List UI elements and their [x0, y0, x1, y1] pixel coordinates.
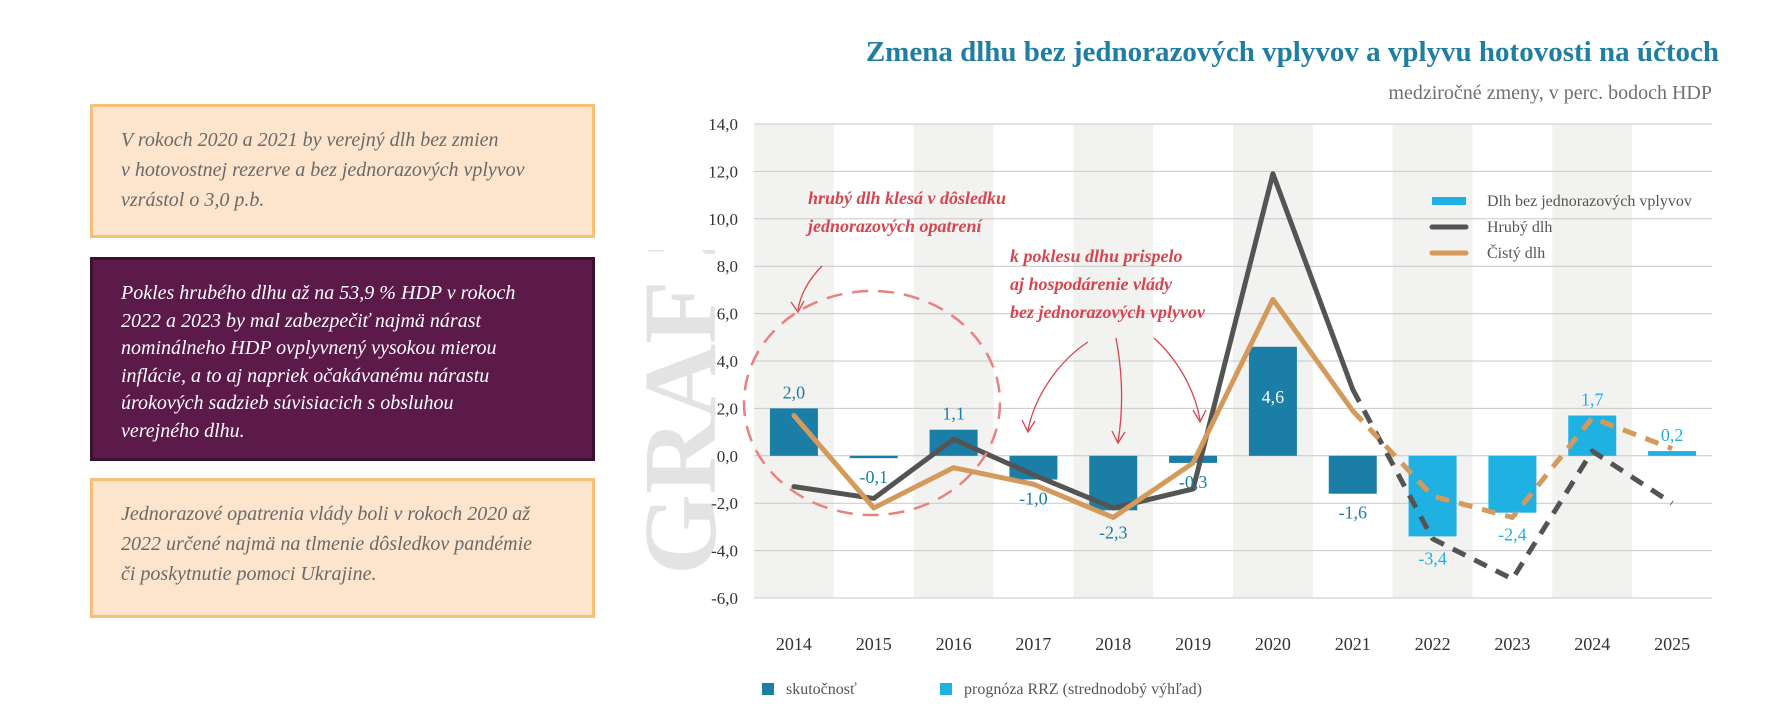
x-tick-label: 2016 — [936, 634, 972, 654]
annotation-text: aj hospodárenie vlády — [1010, 274, 1173, 294]
bar — [1009, 455, 1058, 480]
data-label: -0,1 — [860, 467, 889, 487]
annotation-text: jednorazových opatrení — [805, 216, 983, 236]
box-line: nominálneho HDP ovplyvnený vysokou miero… — [121, 337, 497, 359]
box-line: inflácie, a to aj napriek očakávanému ná… — [121, 364, 490, 387]
bar — [1488, 455, 1537, 513]
info-box-government-measures: Jednorazové opatrenia vlády boli v rokoc… — [90, 478, 595, 618]
x-tick-label: 2022 — [1415, 634, 1451, 654]
y-tick-label: 2,0 — [717, 399, 738, 418]
y-tick-label: -6,0 — [711, 589, 738, 608]
x-tick-label: 2020 — [1255, 634, 1291, 654]
data-label: -1,6 — [1339, 503, 1368, 523]
legend-swatch-actual — [762, 683, 774, 695]
legend-swatch-bar — [1432, 197, 1466, 205]
y-tick-label: -2,0 — [711, 494, 738, 513]
annotation-text: bez jednorazových vplyvov — [1010, 302, 1206, 322]
x-tick-label: 2015 — [856, 634, 892, 654]
annotation-arrow — [1115, 337, 1123, 443]
x-tick-label: 2018 — [1095, 634, 1131, 654]
data-label: -0,3 — [1179, 472, 1208, 492]
legend-label: prognóza RRZ (strednodobý výhľad) — [964, 681, 1202, 698]
annotation-text: hrubý dlh klesá v dôsledku — [808, 188, 1006, 208]
bar — [1248, 346, 1297, 456]
legend-label: skutočnosť — [786, 681, 857, 698]
box-line: Jednorazové opatrenia vlády boli v rokoc… — [121, 503, 530, 525]
box-line: verejného dlhu. — [121, 419, 245, 442]
chart-title: Zmena dlhu bez jednorazových vplyvov a v… — [866, 36, 1719, 68]
annotation-arrowhead — [1192, 409, 1207, 424]
data-label: 1,7 — [1581, 390, 1604, 410]
bar — [1328, 455, 1377, 494]
y-tick-label: 10,0 — [708, 210, 738, 229]
y-tick-label: -4,0 — [711, 542, 738, 561]
box-line: Pokles hrubého dlhu až na 53,9 % HDP v r… — [121, 282, 516, 304]
data-label: 0,2 — [1661, 425, 1684, 445]
data-label: -1,0 — [1019, 489, 1048, 509]
y-tick-label: 0,0 — [717, 447, 738, 466]
y-tick-label: 14,0 — [708, 115, 738, 134]
box-line: úrokových sadzieb súvisiacich s obsluhou — [121, 392, 454, 414]
legend-label: Čistý dlh — [1487, 243, 1545, 262]
graf-watermark: GRAF 2 — [623, 250, 738, 575]
x-tick-label: 2021 — [1335, 634, 1371, 654]
y-tick-label: 12,0 — [708, 162, 738, 181]
net-debt-line — [791, 296, 1356, 520]
net-debt-line-forecast — [1350, 409, 1673, 520]
box-line: v hotovostnej rezerve a bez jednorazovýc… — [121, 159, 525, 181]
info-box-gross-debt-decline: Pokles hrubého dlhu až na 53,9 % HDP v r… — [90, 257, 595, 461]
x-tick-label: 2024 — [1574, 634, 1610, 654]
data-label: 2,0 — [783, 382, 806, 402]
legend-swatch-forecast — [940, 683, 952, 695]
annotation-arrow — [797, 265, 823, 311]
x-tick-label: 2014 — [776, 634, 812, 654]
box-line: vzrástol o 3,0 p.b. — [121, 189, 265, 211]
x-tick-label: 2025 — [1654, 634, 1690, 654]
bar — [849, 455, 898, 459]
annotation-arrow — [1153, 337, 1201, 421]
data-label: -2,4 — [1498, 525, 1527, 545]
bar — [1648, 451, 1697, 456]
legend-label: Hrubý dlh — [1487, 219, 1552, 236]
y-tick-label: 6,0 — [717, 305, 738, 324]
data-label: 1,1 — [942, 404, 965, 424]
box-line: 2022 a 2023 by mal zabezpečiť najmä nára… — [121, 309, 482, 332]
annotation-text: k poklesu dlhu prispelo — [1010, 246, 1183, 266]
box-line: V rokoch 2020 a 2021 by verejný dlh bez … — [121, 129, 499, 151]
legend-label: Dlh bez jednorazových vplyvov — [1487, 193, 1692, 210]
box-line: 2022 určené najmä na tlmenie dôsledkov p… — [121, 533, 533, 555]
annotation-arrowhead — [1021, 419, 1036, 434]
annotation-arrowhead — [790, 300, 805, 314]
bar — [1408, 455, 1457, 537]
info-box-onetime-effects: V rokoch 2020 a 2021 by verejný dlh bez … — [90, 104, 595, 238]
gross-debt-line-forecast — [1350, 388, 1674, 582]
graf-watermark-text: GRAF 2 — [623, 250, 738, 575]
x-tick-label: 2019 — [1175, 634, 1211, 654]
annotation-arrowhead — [1111, 430, 1126, 445]
y-tick-label: 8,0 — [717, 257, 738, 276]
data-label: 4,6 — [1262, 387, 1285, 407]
annotation-circle — [742, 289, 1002, 517]
gross-debt-line — [791, 171, 1356, 511]
data-label: -3,4 — [1418, 548, 1447, 568]
x-tick-label: 2017 — [1015, 634, 1051, 654]
y-tick-label: 4,0 — [717, 352, 738, 371]
annotation-arrow — [1027, 341, 1089, 431]
x-tick-label: 2023 — [1494, 634, 1530, 654]
chart-subtitle: medziročné zmeny, v perc. bodoch HDP — [1388, 82, 1712, 104]
data-label: -2,3 — [1099, 522, 1128, 542]
box-line: či poskytnutie pomoci Ukrajine. — [121, 563, 377, 585]
